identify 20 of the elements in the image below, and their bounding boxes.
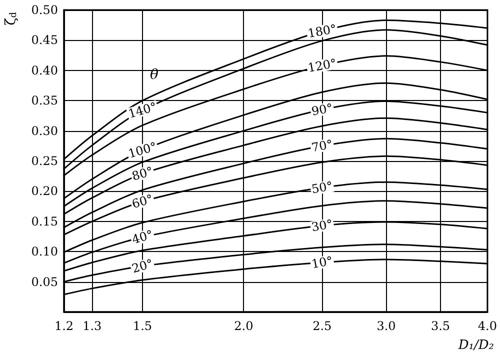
y-tick-label: 0.40 (31, 63, 58, 78)
y-axis-title: ζd (3, 12, 19, 26)
x-tick-label: 3.5 (430, 319, 450, 333)
x-tick-label: 1.3 (82, 319, 102, 333)
y-tick-label: 0.35 (31, 94, 58, 108)
y-tick-label: 0.15 (31, 214, 58, 228)
y-tick-label: 0.45 (31, 33, 58, 48)
x-axis-title: D₁/D₂ (457, 338, 494, 353)
y-tick-label: 0.20 (31, 184, 58, 198)
x-tick-label: 4.0 (478, 319, 498, 333)
y-tick-label: 0.25 (31, 154, 58, 168)
y-tick-label: 0.05 (31, 274, 58, 289)
x-tick-label: 1.2 (54, 319, 74, 333)
y-tick-label: 0.30 (31, 124, 58, 138)
x-tick-label: 3.0 (376, 319, 396, 333)
y-tick-label: 0.10 (31, 244, 58, 259)
x-tick-label: 1.5 (132, 319, 152, 333)
x-tick-label: 2.0 (234, 319, 254, 333)
y-tick-label: 0.50 (31, 3, 58, 17)
x-tick-label: 2.5 (312, 319, 332, 333)
